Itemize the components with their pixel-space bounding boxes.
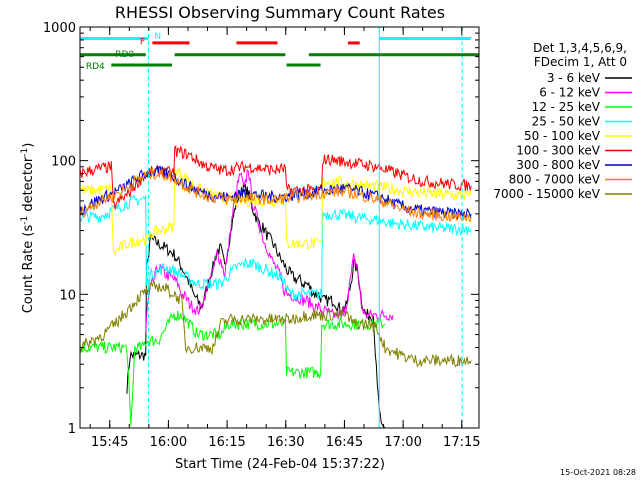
- series-line-2: [145, 168, 394, 334]
- x-tick-label-1: 15:45: [91, 435, 128, 450]
- y-tick-label-4: 1000: [43, 21, 76, 36]
- x-tick-label-6: 17:00: [384, 435, 421, 450]
- plot-frame: [79, 26, 480, 429]
- series-line-3: [79, 310, 386, 426]
- legend-label-8: 800 - 7000 keV: [509, 173, 601, 187]
- legend-header-1: Det 1,3,4,5,6,9,: [533, 41, 627, 55]
- legend-label-9: 7000 - 15000 keV: [493, 187, 600, 201]
- series-layer: [79, 145, 472, 429]
- legend: Det 1,3,4,5,6,9,FDecim 1, Att 0 3 - 6 keV…: [493, 41, 632, 201]
- y-axis-label: Count Rate (s-1 detector-1): [20, 143, 36, 314]
- x-tick-label-5: 16:45: [326, 435, 363, 450]
- flag-label-rd0: RD0: [115, 50, 134, 60]
- x-axis-label: Start Time (24-Feb-04 15:37:22): [175, 457, 385, 472]
- footer-date: 15-Oct-2021 08:28: [560, 468, 636, 477]
- series-line-9: [79, 281, 472, 368]
- flag-layer: NF RD0 RD4: [80, 32, 479, 72]
- y-tick-label-2: 10: [59, 288, 76, 303]
- chart-title: RHESSI Observing Summary Count Rates: [115, 3, 445, 22]
- legend-label-1: 3 - 6 keV: [547, 71, 601, 85]
- series-line-4: [79, 194, 472, 301]
- y-tick-label-3: 100: [51, 155, 76, 170]
- series-line-7: [79, 165, 472, 220]
- legend-label-4: 25 - 50 keV: [532, 115, 601, 129]
- x-tick-label-2: 16:00: [150, 435, 187, 450]
- flag-label-rd4: RD4: [86, 62, 105, 72]
- legend-label-3: 12 - 25 keV: [532, 100, 601, 114]
- x-tick-label-4: 16:30: [267, 435, 304, 450]
- legend-label-2: 6 - 12 keV: [539, 86, 601, 100]
- flag-label-f: F: [140, 38, 145, 48]
- legend-label-5: 50 - 100 keV: [524, 129, 601, 143]
- x-tick-label-7: 17:15: [443, 435, 480, 450]
- x-tick-label-3: 16:15: [208, 435, 245, 450]
- legend-label-7: 300 - 800 keV: [516, 158, 600, 172]
- flag-label-n: N: [154, 32, 161, 42]
- axis-layer: 15:45 16:00 16:15 16:30 16:45 17:00 17:15 1 10 10…: [43, 21, 481, 450]
- legend-header-2: FDecim 1, Att 0: [534, 55, 627, 69]
- series-line-8: [79, 167, 472, 223]
- y-tick-label-1: 1: [68, 422, 76, 437]
- legend-label-6: 100 - 300 keV: [516, 144, 600, 158]
